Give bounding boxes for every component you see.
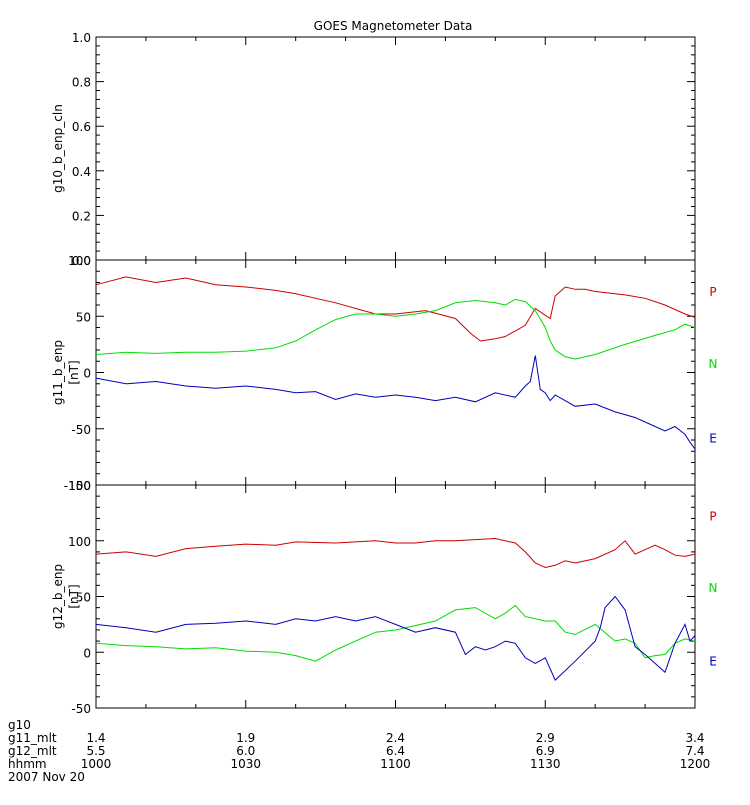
y-axis-unit: [nT] bbox=[67, 584, 81, 608]
legend-label-p: P bbox=[709, 510, 716, 524]
y-tick-label: -50 bbox=[71, 423, 91, 437]
y-tick-label: 0.4 bbox=[72, 165, 91, 179]
y-tick-label: 100 bbox=[68, 254, 91, 268]
footer-tick-g11_mlt: 6.0 bbox=[236, 744, 255, 758]
footer-tick-hhmm: 1200 bbox=[680, 757, 711, 771]
legend-label-n: N bbox=[709, 581, 718, 595]
series-line-p bbox=[95, 537, 696, 569]
y-tick-label: 0.8 bbox=[72, 76, 91, 90]
y-axis-label: g12_b_enp bbox=[51, 564, 65, 629]
series-line-n bbox=[95, 298, 696, 360]
panel-frame bbox=[95, 259, 696, 486]
y-axis-label: g10_b_enp_cln bbox=[51, 104, 65, 193]
panel-1: 0.0 0.2 0.4 0.6 0.8 1.0 g10_b_enp_cln bbox=[51, 31, 696, 268]
y-tick-label: 0.0 bbox=[72, 254, 91, 268]
chart-title: GOES Magnetometer Data bbox=[314, 19, 473, 33]
footer-tick-values: 1.4 1.9 2.4 2.9 3.4 5.5 6.0 6.4 6.9 7.4 1000 1030 11… bbox=[81, 731, 711, 771]
footer-tick-g11_mlt: 6.4 bbox=[386, 744, 405, 758]
footer-tick-g10: 2.4 bbox=[386, 731, 405, 745]
footer-tick-hhmm: 1130 bbox=[530, 757, 561, 771]
footer-date: 2007 Nov 20 bbox=[8, 770, 85, 784]
footer-tick-hhmm: 1030 bbox=[230, 757, 261, 771]
legend-label-e: E bbox=[709, 655, 717, 669]
y-tick-label: 0 bbox=[83, 367, 91, 381]
y-tick-label: 0 bbox=[83, 646, 91, 660]
footer-tick-g10: 1.9 bbox=[236, 731, 255, 745]
legend-label-n: N bbox=[709, 357, 718, 371]
panel-3: -50 0 50 100 150 g12_b_enp [nT] P N E bbox=[51, 479, 717, 716]
footer-label-g10: g10 bbox=[8, 718, 31, 732]
y-tick-label: 0.2 bbox=[72, 209, 91, 223]
y-tick-label: -100 bbox=[64, 479, 91, 493]
footer-tick-g11_mlt: 5.5 bbox=[86, 744, 105, 758]
y-tick-label: 50 bbox=[76, 591, 91, 605]
y-tick-label: 100 bbox=[68, 535, 91, 549]
y-tick-label: 50 bbox=[76, 310, 91, 324]
footer-tick-g10: 3.4 bbox=[685, 731, 704, 745]
legend-label-e: E bbox=[709, 431, 717, 445]
y-axis-unit: [nT] bbox=[67, 360, 81, 384]
footer-tick-g11_mlt: 7.4 bbox=[685, 744, 704, 758]
footer: g10 g11_mlt g12_mlt hhmm 2007 Nov 20 1.4… bbox=[8, 718, 710, 784]
series-line-e bbox=[95, 595, 696, 681]
footer-tick-g10: 1.4 bbox=[86, 731, 105, 745]
y-axis-label: g11_b_enp bbox=[51, 340, 65, 405]
footer-tick-g10: 2.9 bbox=[536, 731, 555, 745]
footer-label-g12: g12_mlt bbox=[8, 744, 57, 758]
legend-label-p: P bbox=[709, 285, 716, 299]
y-tick-label: 150 bbox=[68, 479, 91, 493]
panel-frame bbox=[95, 484, 696, 709]
footer-label-hhmm: hhmm bbox=[8, 757, 47, 771]
series-line-p bbox=[95, 276, 696, 342]
y-tick-label: -50 bbox=[71, 702, 91, 716]
series-line-n bbox=[95, 604, 696, 662]
series-line-e bbox=[95, 355, 696, 450]
footer-tick-hhmm: 1000 bbox=[81, 757, 112, 771]
panel-frame bbox=[95, 36, 696, 261]
y-tick-label: 0.6 bbox=[72, 120, 91, 134]
panel-2: -100 -50 0 50 100 g11_b_enp [nT] P N E bbox=[51, 254, 717, 493]
panels: 0.0 0.2 0.4 0.6 0.8 1.0 g10_b_enp_cln -100 -50 0 5… bbox=[51, 31, 717, 716]
footer-label-g11: g11_mlt bbox=[8, 731, 57, 745]
footer-tick-hhmm: 1100 bbox=[380, 757, 411, 771]
footer-tick-g11_mlt: 6.9 bbox=[536, 744, 555, 758]
y-tick-label: 1.0 bbox=[72, 31, 91, 45]
